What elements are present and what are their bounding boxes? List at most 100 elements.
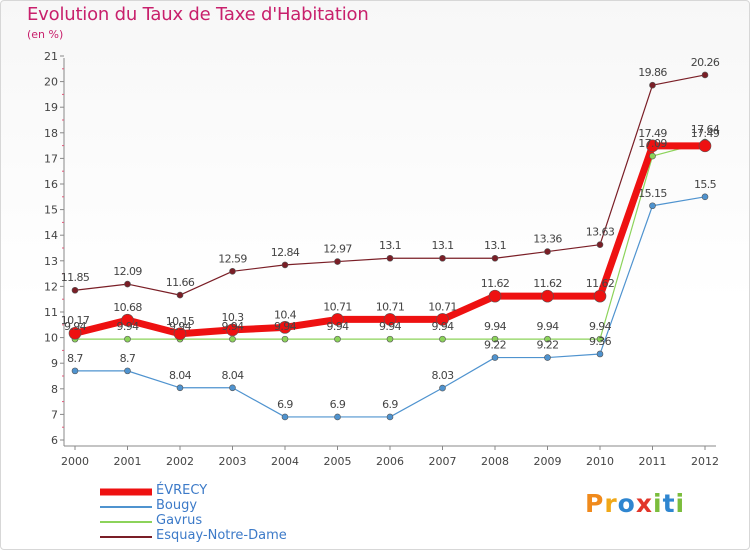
y-tick-label: 17 [44, 152, 58, 165]
y-tick-label: 9 [51, 357, 58, 370]
data-label-evrecy: 11.62 [533, 277, 562, 290]
data-point-esquay-notre-dame [701, 71, 709, 79]
data-label-esquay-notre-dame: 13.1 [484, 239, 506, 252]
data-point-esquay-notre-dame [649, 81, 656, 89]
data-point-esquay-notre-dame [439, 254, 446, 262]
data-label-gavrus: 9.94 [326, 320, 349, 333]
logo-letter: o [617, 489, 636, 518]
data-label-bougy: 6.9 [382, 398, 398, 411]
x-tick-label: 2009 [534, 455, 562, 468]
data-point-gavrus [334, 335, 341, 343]
data-label-gavrus: 9.94 [484, 320, 507, 333]
data-point-bougy [71, 367, 79, 375]
data-label-gavrus: 17.09 [638, 137, 667, 150]
data-point-gavrus [544, 335, 551, 343]
data-label-esquay-notre-dame: 13.63 [586, 226, 615, 239]
chart-title: Evolution du Taux de Taxe d'Habitation [27, 4, 369, 25]
data-point-evrecy [173, 327, 187, 341]
data-label-evrecy: 10.71 [323, 300, 352, 313]
y-tick-label: 19 [44, 101, 58, 114]
data-label-esquay-notre-dame: 13.36 [533, 233, 562, 246]
data-label-bougy: 8.04 [221, 369, 244, 382]
data-point-esquay-notre-dame [596, 241, 604, 248]
data-label-gavrus: 9.94 [274, 320, 297, 333]
legend-swatch-bougy [100, 506, 152, 508]
data-point-bougy [596, 350, 604, 358]
data-label-esquay-notre-dame: 13.1 [379, 239, 401, 252]
data-point-bougy [649, 202, 656, 210]
data-point-esquay-notre-dame [491, 254, 499, 262]
x-tick-label: 2012 [691, 455, 719, 468]
y-tick-label: 10 [44, 332, 58, 345]
data-point-bougy [386, 413, 394, 421]
x-tick-label: 2010 [586, 455, 614, 468]
data-label-evrecy: 10.3 [221, 311, 244, 324]
data-point-bougy [334, 413, 341, 421]
legend-swatch-esquay-notre-dame [100, 536, 152, 538]
data-point-bougy [281, 413, 289, 421]
data-label-evrecy: 10.71 [376, 300, 405, 313]
legend-swatch-gavrus [100, 521, 152, 523]
data-label-gavrus: 9.94 [116, 320, 139, 333]
y-tick-label: 18 [44, 127, 58, 140]
legend-swatch-evrecy [100, 488, 152, 496]
data-point-esquay-notre-dame [386, 254, 394, 262]
data-label-evrecy: 10.71 [428, 300, 457, 313]
data-point-esquay-notre-dame [176, 291, 184, 299]
y-tick-label: 20 [44, 76, 58, 89]
legend-label-esquay-notre-dame: Esquay-Notre-Dame [156, 528, 287, 543]
data-point-gavrus [386, 335, 394, 343]
x-tick-label: 2008 [481, 455, 509, 468]
data-point-gavrus [229, 335, 236, 343]
x-tick-label: 2005 [324, 455, 352, 468]
legend-label-bougy: Bougy [156, 498, 198, 513]
data-point-bougy [176, 384, 184, 392]
data-label-evrecy: 11.62 [586, 277, 615, 290]
y-tick-label: 13 [44, 255, 58, 268]
legend-label-evrecy: ÉVRECY [156, 483, 208, 498]
logo-letter: P [585, 489, 605, 518]
data-point-evrecy [436, 313, 449, 326]
x-tick-label: 2006 [376, 455, 404, 468]
data-point-esquay-notre-dame [71, 286, 79, 294]
data-label-bougy: 15.5 [694, 178, 717, 191]
x-tick-label: 2002 [166, 455, 194, 468]
data-point-bougy [439, 384, 446, 392]
data-label-evrecy: 10.68 [113, 301, 142, 314]
data-label-esquay-notre-dame: 20.26 [691, 56, 720, 69]
data-point-gavrus [124, 335, 131, 343]
data-label-esquay-notre-dame: 12.97 [323, 243, 352, 256]
data-label-bougy: 8.03 [431, 369, 454, 382]
data-point-bougy [229, 384, 236, 392]
y-tick-label: 11 [44, 306, 58, 319]
data-point-esquay-notre-dame [334, 258, 341, 265]
logo-letter: t [662, 489, 676, 518]
y-tick-label: 7 [51, 408, 58, 421]
y-tick-label: 6 [51, 434, 58, 447]
data-label-evrecy: 17.49 [638, 127, 667, 140]
data-point-esquay-notre-dame [229, 267, 236, 275]
y-tick-label: 14 [44, 229, 58, 242]
data-point-evrecy [68, 326, 82, 340]
data-point-evrecy [646, 139, 659, 153]
data-label-esquay-notre-dame: 12.84 [271, 246, 300, 259]
data-label-bougy: 15.15 [638, 187, 667, 200]
y-tick-label: 8 [51, 383, 58, 396]
data-label-gavrus: 9.94 [169, 320, 192, 333]
x-tick-label: 2004 [271, 455, 299, 468]
legend-label-gavrus: Gavrus [156, 513, 203, 528]
data-label-gavrus: 9.94 [589, 320, 612, 333]
data-label-gavrus: 9.94 [64, 320, 87, 333]
data-label-bougy: 9.36 [589, 335, 612, 348]
data-point-evrecy [488, 289, 502, 303]
x-tick-label: 2000 [61, 455, 89, 468]
data-label-evrecy: 10.15 [166, 315, 195, 328]
data-label-evrecy: 10.4 [274, 308, 297, 321]
data-point-gavrus [596, 335, 604, 343]
data-label-esquay-notre-dame: 12.09 [113, 265, 142, 278]
y-tick-label: 12 [44, 280, 58, 293]
data-label-gavrus: 9.94 [221, 320, 244, 333]
data-point-bougy [491, 354, 499, 361]
data-point-evrecy [593, 289, 607, 303]
